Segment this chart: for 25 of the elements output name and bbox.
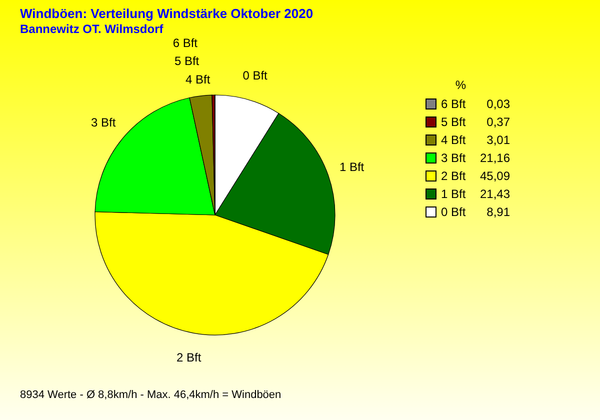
slice-label: 3 Bft bbox=[90, 116, 116, 130]
data-label: 3,01 bbox=[486, 133, 510, 147]
chart-subtitle: Bannewitz OT. Wilmsdorf bbox=[20, 22, 164, 36]
legend-label: 1 Bft bbox=[441, 187, 466, 201]
slice-label: 4 Bft bbox=[186, 72, 211, 87]
data-label: 8,91 bbox=[486, 205, 510, 219]
data-label: 0,37 bbox=[486, 115, 510, 129]
legend-label: 6 Bft bbox=[441, 97, 466, 111]
legend-label: 4 Bft bbox=[441, 133, 466, 147]
data-label: 21,43 bbox=[480, 187, 510, 201]
chart-title: Windböen: Verteilung Windstärke Oktober 2020 bbox=[20, 6, 314, 21]
category-label: 5 Bft bbox=[174, 54, 200, 68]
data-label: 45,09 bbox=[480, 169, 510, 183]
legend-label: 2 Bft bbox=[441, 169, 466, 183]
data-label: 21,16 bbox=[480, 151, 510, 165]
data-label: 0,03 bbox=[486, 97, 510, 111]
legend-title: % bbox=[455, 78, 466, 92]
legend-label: 0 Bft bbox=[441, 205, 466, 219]
text: 8934 Werte - Ø 8,8km/h - Max. 46,4km/h = Windböen bbox=[20, 389, 282, 401]
legend-label: 3 Bft bbox=[441, 151, 466, 165]
slice-label: 1 Bft bbox=[339, 160, 365, 174]
slice-label: 2 Bft bbox=[176, 350, 202, 365]
category-label: 6 Bft bbox=[172, 36, 198, 50]
slice-label: 0 Bft bbox=[242, 68, 268, 83]
legend-label: 5 Bft bbox=[441, 115, 466, 129]
